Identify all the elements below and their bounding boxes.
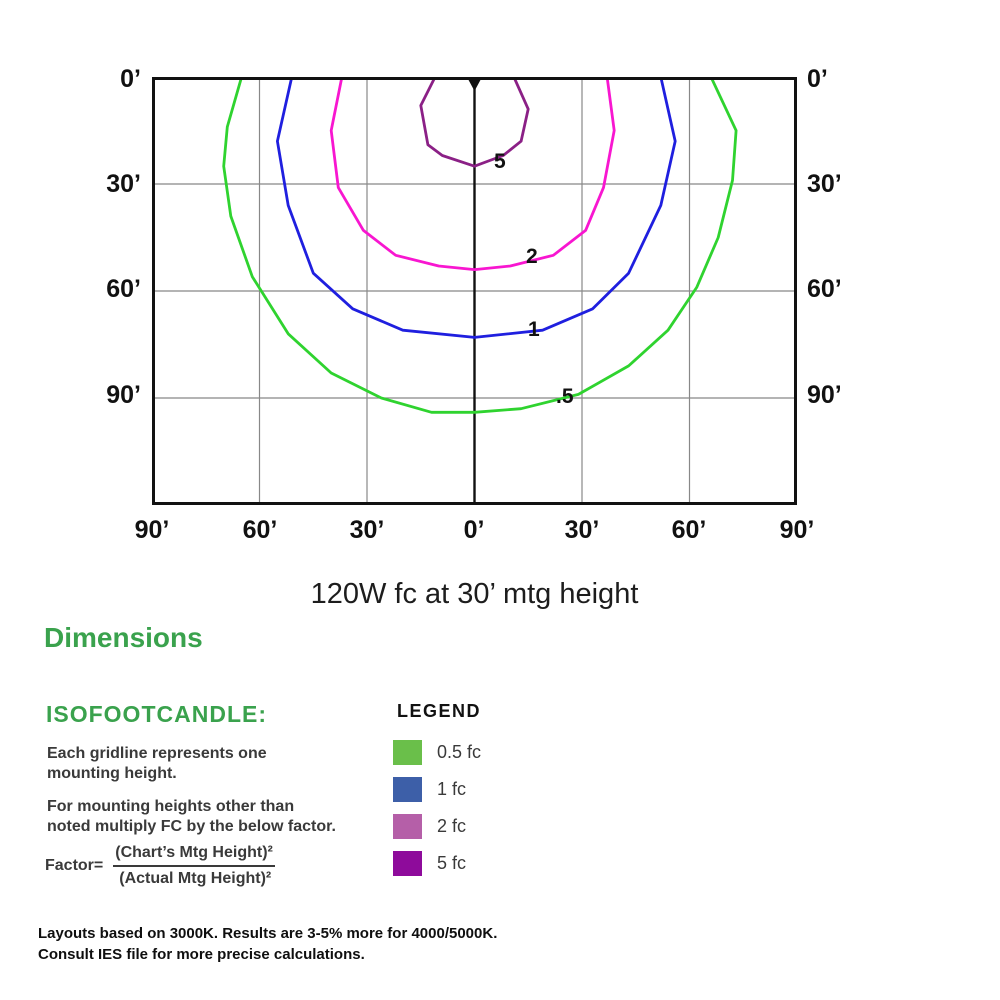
legend-item-2fc: 2 fc	[393, 814, 481, 839]
footer-note: Layouts based on 3000K. Results are 3-5%…	[38, 923, 497, 965]
x-axis-label-p90: 90’	[779, 516, 815, 544]
contour-label-5fc: 5	[494, 150, 506, 173]
factor-denominator: (Actual Mtg Height)²	[119, 870, 272, 887]
y-axis-label-left-90: 90’	[106, 381, 141, 409]
contour-line-5fc	[419, 77, 530, 168]
factor-numerator: (Chart’s Mtg Height)²	[113, 843, 275, 867]
legend: LEGEND 0.5 fc 1 fc 2 fc 5 fc	[393, 701, 481, 888]
dimensions-heading: Dimensions	[44, 622, 203, 653]
y-axis-label-right-90: 90’	[807, 381, 842, 409]
x-axis-label-0: 0’	[463, 516, 485, 544]
legend-item-0.5fc: 0.5 fc	[393, 740, 481, 765]
y-axis-label-left-30: 30’	[106, 170, 141, 198]
contour-label-1fc: 1	[528, 318, 540, 341]
footer-line2: Consult IES file for more precise calcul…	[38, 946, 365, 963]
gridline-note: Each gridline represents one mounting he…	[47, 744, 267, 784]
x-axis-label-p30: 30’	[564, 516, 600, 544]
y-axis-label-right-60: 60’	[807, 275, 842, 303]
x-axis-label-n30: 30’	[349, 516, 385, 544]
legend-item-1fc: 1 fc	[393, 777, 481, 802]
isofootcandle-heading: ISOFOOTCANDLE:	[46, 701, 267, 727]
footer-line1: Layouts based on 3000K. Results are 3-5%…	[38, 925, 498, 942]
x-axis-label-n90: 90’	[134, 516, 170, 544]
contour-line-0.5fc	[222, 77, 738, 414]
y-axis-label-right-30: 30’	[807, 170, 842, 198]
factor-label: Factor=	[45, 857, 104, 874]
legend-swatch-5fc	[393, 851, 422, 876]
chart-title: 120W fc at 30’ mtg height	[310, 578, 639, 610]
legend-swatch-2fc	[393, 814, 422, 839]
mounting-height-note-line2: noted multiply FC by the below factor.	[47, 818, 336, 835]
factor-formula: Factor= (Chart’s Mtg Height)² (Actual Mt…	[45, 843, 275, 889]
legend-swatch-0.5fc	[393, 740, 422, 765]
y-axis-label-left-0: 0’	[120, 65, 141, 93]
legend-label-1fc: 1 fc	[437, 779, 467, 799]
gridline-note-line2: mounting height.	[47, 765, 177, 782]
legend-item-5fc: 5 fc	[393, 851, 481, 876]
contour-line-2fc	[329, 77, 616, 272]
factor-fraction: (Chart’s Mtg Height)² (Actual Mtg Height…	[113, 843, 275, 889]
mounting-height-note: For mounting heights other than noted mu…	[47, 797, 336, 837]
x-axis-label-n60: 60’	[242, 516, 278, 544]
y-axis-label-right-0: 0’	[807, 65, 828, 93]
luminaire-marker-arrow	[468, 79, 481, 91]
legend-label-0.5fc: 0.5 fc	[437, 742, 482, 762]
legend-heading: LEGEND	[397, 701, 482, 721]
contour-line-1fc	[276, 77, 677, 339]
gridline-note-line1: Each gridline represents one	[47, 745, 267, 762]
contour-label-2fc: 2	[526, 245, 538, 268]
contour-plot-svg: 5 2 1 .5	[152, 77, 797, 505]
contour-label-0.5fc: .5	[556, 385, 574, 408]
x-axis-label-p60: 60’	[671, 516, 707, 544]
legend-label-2fc: 2 fc	[437, 816, 467, 836]
legend-label-5fc: 5 fc	[437, 853, 467, 873]
y-axis-label-left-60: 60’	[106, 275, 141, 303]
legend-swatch-1fc	[393, 777, 422, 802]
plot-border	[152, 77, 797, 505]
mounting-height-note-line1: For mounting heights other than	[47, 798, 295, 815]
